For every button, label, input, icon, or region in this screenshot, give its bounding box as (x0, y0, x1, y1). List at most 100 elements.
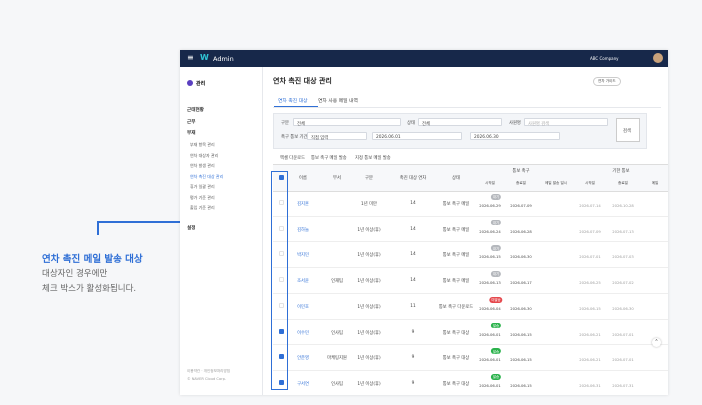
date-cell: 2026-06-15 (479, 255, 501, 260)
employee-name[interactable]: 박지민 (297, 253, 309, 259)
date-cell: 2026-06-04 (479, 306, 501, 311)
checkbox (279, 277, 284, 283)
date-from[interactable]: 2026.06.01 (372, 132, 462, 140)
date-cell: 2026-06-15 (510, 358, 532, 363)
sub-header: 시작일 (485, 181, 495, 185)
date-cell: 2026-06-29 (479, 204, 501, 208)
date-to[interactable]: 2026.06.30 (470, 132, 560, 140)
menu-item[interactable]: 평가 기준 관리 (190, 194, 215, 200)
footer-copy: © NAVER Cloud Corp. (187, 377, 227, 381)
date-cell: 2026-06-30 (510, 255, 532, 260)
guide-button[interactable]: 연차 가이드 (593, 77, 621, 86)
period-select[interactable]: 직접 입력 (307, 132, 367, 141)
cell: 1년 미만 (361, 202, 377, 207)
footer-link[interactable]: 이용약관 · 개인정보처리방침 (187, 369, 231, 373)
row-divider (273, 344, 668, 345)
menu-item[interactable]: 설정 (187, 226, 196, 231)
date-cell: 2026-06-28 (510, 229, 532, 234)
tab[interactable]: 연차 사용 메일 내역 (318, 99, 358, 104)
checkbox[interactable] (279, 354, 284, 360)
action[interactable]: 지정 통보 메일 발송 (355, 156, 391, 161)
date-cell: 2026-07-09 (579, 229, 601, 234)
menu-item[interactable]: 휴가 일괄 관리 (190, 184, 215, 189)
menu-item[interactable]: 출입 기준 관리 (190, 205, 215, 210)
date-cell: 2026-07-01 (612, 332, 634, 337)
table: 이름 부서 구분 촉진 대상 연차 상태 통보 촉구 기한 통보 시작일 종료일 메일 발송 일시… (273, 164, 668, 395)
date-cell: 2026-07-31 (612, 383, 634, 388)
date-cell: 2026-06-17 (510, 281, 532, 286)
cell: 1년 이상(휴) (357, 253, 381, 259)
row-divider (273, 215, 668, 217)
filter-label: 사원명 (509, 121, 521, 126)
tab-underline (274, 106, 318, 108)
status-badge: 발송 (490, 322, 502, 329)
cell: 인사팀 (331, 381, 343, 387)
cell: 통보 촉구 대상 (442, 381, 470, 387)
checkbox[interactable] (279, 328, 284, 334)
search-label: 검색 (623, 129, 631, 134)
row-divider (273, 241, 668, 242)
cell: 인사팀 (331, 330, 343, 336)
date-cell: 2026-07-14 (579, 204, 601, 208)
cell: 1년 이상(휴) (357, 330, 381, 336)
scroll-top[interactable]: ⌃ (652, 338, 661, 347)
date-value: 2026.06.01 (376, 134, 401, 140)
column-header: 구분 (365, 176, 373, 181)
avatar[interactable] (653, 53, 663, 63)
cell: 인재팀 (331, 279, 343, 285)
tab[interactable]: 연차 촉진 대상 (278, 99, 308, 104)
page-title: 연차 촉진 대상 관리 (273, 77, 332, 85)
employee-name[interactable]: 김하늘 (297, 227, 309, 233)
menu-item[interactable]: 근태현황 (187, 108, 204, 113)
cell: 9 (411, 355, 415, 361)
employee-name[interactable]: 이수민 (297, 330, 309, 336)
checkbox (279, 200, 284, 205)
menu-button[interactable]: ≡ (187, 53, 194, 62)
select-value: 전체 (422, 121, 430, 127)
date-cell: 2026-06-25 (579, 281, 601, 286)
checkbox[interactable] (279, 175, 284, 180)
menu-item[interactable]: 부재 (187, 131, 196, 136)
logo: W (200, 53, 209, 62)
action[interactable]: 엑셀 다운로드 (280, 156, 306, 161)
cell: 통보 촉구 메일 (442, 227, 470, 233)
date-cell: 2026-06-01 (479, 358, 501, 363)
sidebar: 관리 이용약관 · 개인정보처리방침 © NAVER Cloud Corp. 근… (180, 67, 263, 395)
type-select[interactable]: 전체 (293, 118, 401, 127)
date-cell: 2026-06-24 (479, 229, 501, 234)
date-cell: 2026-06-21 (579, 332, 601, 337)
cell: 11 (410, 303, 416, 309)
date-cell: 2026-06-30 (612, 306, 634, 311)
name-input[interactable]: 사원명 검색 (524, 118, 608, 127)
employee-name[interactable]: 구서연 (297, 381, 309, 387)
cell: 마케팅지원 (327, 356, 347, 362)
menu-item[interactable]: 연차 촉진 대상 관리 (190, 173, 224, 179)
sub-header: 종료일 (516, 181, 526, 185)
column-header: 상태 (452, 176, 460, 181)
employee-name[interactable]: 조서윤 (297, 279, 309, 285)
status-badge: 대기 (490, 219, 502, 226)
filter-label: 상태 (407, 121, 415, 126)
checkbox (279, 225, 284, 231)
cell: 9 (411, 329, 415, 335)
menu-item[interactable]: 연차 대상자 관리 (190, 152, 219, 158)
action[interactable]: 통보 촉구 메일 발송 (311, 156, 347, 161)
employee-name[interactable]: 안준영 (297, 356, 309, 362)
cell: 통보 촉구 대상 (442, 330, 470, 336)
checkbox[interactable] (279, 379, 284, 385)
employee-name[interactable]: 이민호 (297, 304, 309, 310)
filter-label: 촉구 통보 기간 (281, 135, 308, 140)
company[interactable]: ABC Company (590, 56, 619, 61)
search-button[interactable]: 검색 (616, 118, 640, 142)
menu-item[interactable]: 부재 항목 관리 (190, 142, 215, 147)
status-select[interactable]: 전체 (418, 118, 502, 127)
brand: Admin (213, 54, 234, 63)
employee-name[interactable]: 김지훈 (297, 202, 309, 207)
date-cell: 2026-07-13 (612, 229, 634, 234)
menu-item[interactable]: 연차 발생 관리 (190, 163, 215, 168)
menu-item[interactable]: 근무 (187, 119, 196, 125)
status-badge: 발송 (490, 373, 502, 380)
status-badge: 발송 (490, 348, 502, 354)
sidebar-icon (187, 80, 193, 86)
cell: 9 (411, 380, 415, 386)
